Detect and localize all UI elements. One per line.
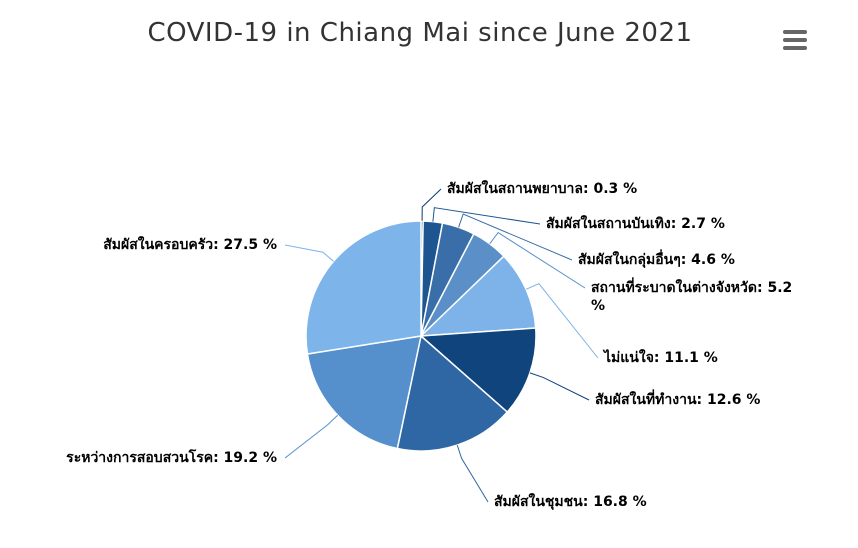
- data-label: สัมผัสในที่ทำงาน: 12.6 %: [595, 392, 761, 408]
- connector: [525, 283, 599, 359]
- connector: [489, 231, 586, 289]
- pie-slice: [306, 335, 422, 450]
- data-label: สถานที่ระบาดในต่างจังหวัด: 5.2 %: [591, 280, 793, 314]
- data-label: ระหว่างการสอบสวนโรค: 19.2 %: [66, 450, 277, 466]
- pie-slice: [419, 327, 537, 414]
- connector: [421, 188, 442, 222]
- data-label: สัมผัสในครอบครัว: 27.5 %: [103, 237, 277, 253]
- menu-bar[interactable]: [783, 30, 807, 34]
- connector: [529, 372, 590, 401]
- data-label: สัมผัสในกลุ่มอื่นๆ: 4.6 %: [578, 252, 735, 268]
- data-label: สัมผัสในชุมชน: 16.8 %: [494, 494, 647, 510]
- data-label: สัมผัสในสถานพยาบาล: 0.3 %: [447, 181, 638, 197]
- data-label: ไม่แน่ใจ: 11.1 %: [604, 350, 718, 366]
- data-label: สัมผัสในสถานบันเทิง: 2.7 %: [546, 216, 725, 232]
- connector: [458, 213, 573, 261]
- menu-bar[interactable]: [783, 46, 807, 50]
- connector: [284, 414, 339, 459]
- connector: [456, 444, 489, 503]
- menu-button[interactable]: [783, 30, 807, 50]
- chart-title: COVID-19 in Chiang Mai since June 2021: [147, 18, 693, 48]
- connector: [284, 244, 334, 262]
- pie-slice: [305, 220, 422, 355]
- connector: [432, 207, 541, 225]
- pie-slice: [418, 255, 537, 337]
- menu-bar[interactable]: [783, 38, 807, 42]
